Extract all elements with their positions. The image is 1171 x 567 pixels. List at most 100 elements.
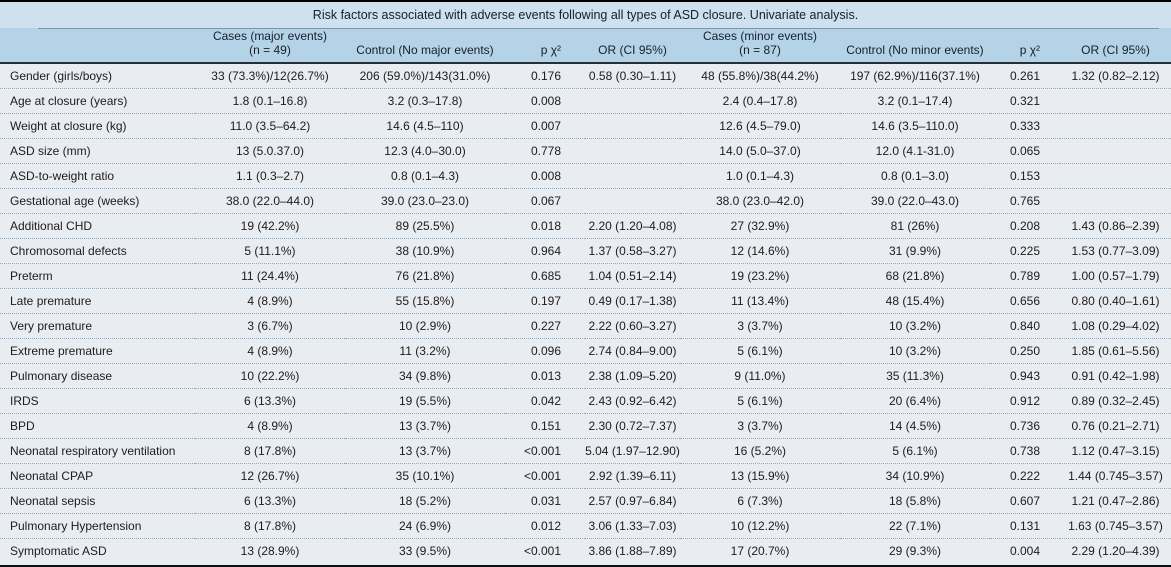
row-label: BPD <box>0 412 195 438</box>
table-row: BPD 4 (8.9%) 13 (3.7%) 0.151 2.30 (0.72–7.37… <box>0 412 1171 438</box>
table-cell: 0.736 <box>990 412 1060 438</box>
header-label: (n = 49) <box>249 43 291 57</box>
table-cell: 1.53 (0.77–3.09) <box>1060 237 1171 263</box>
table-header: Cases (major events) (n = 49) Control (No … <box>0 29 1171 64</box>
table-cell: 8 (17.8%) <box>195 437 345 463</box>
row-label: Gestational age (weeks) <box>0 187 195 213</box>
table-cell: 11.0 (3.5–64.2) <box>195 112 345 138</box>
table-cell: 27 (32.9%) <box>680 212 840 238</box>
header-cell-cases-minor: Cases (minor events) (n = 87) <box>680 29 840 64</box>
table-cell: 0.607 <box>990 487 1060 513</box>
table-cell: 3.2 (0.3–17.8) <box>345 87 505 113</box>
title-divider <box>0 28 1171 29</box>
table-row: Weight at closure (kg) 11.0 (3.5–64.2) 14.… <box>0 112 1171 138</box>
table-cell: 0.685 <box>505 262 585 288</box>
table-cell: <0.001 <box>505 437 585 463</box>
table-row: Preterm 11 (24.4%) 76 (21.8%) 0.685 1.04 (0.… <box>0 262 1171 288</box>
table-cell: 2.29 (1.20–4.39) <box>1060 537 1171 563</box>
table-cell: 0.261 <box>990 63 1060 88</box>
header-label: p χ² <box>540 43 561 57</box>
table-row: Neonatal respiratory ventilation 8 (17.8%… <box>0 437 1171 463</box>
table-cell: 1.85 (0.61–5.56) <box>1060 337 1171 363</box>
table-cell: 6 (13.3%) <box>195 487 345 513</box>
table-row: Pulmonary Hypertension 8 (17.8%) 24 (6.9%)… <box>0 512 1171 538</box>
table-row: Pulmonary disease 10 (22.2%) 34 (9.8%) 0.01… <box>0 362 1171 388</box>
table-cell: 68 (21.8%) <box>840 262 990 288</box>
table-cell: 4 (8.9%) <box>195 337 345 363</box>
table-cell: 0.008 <box>505 162 585 188</box>
table-cell: 1.21 (0.47–2.86) <box>1060 487 1171 513</box>
table-cell: 22 (7.1%) <box>840 512 990 538</box>
row-label: ASD size (mm) <box>0 137 195 163</box>
header-label: Control (No major events) <box>356 43 494 57</box>
table-cell: 11 (3.2%) <box>345 337 505 363</box>
table-cell: 39.0 (23.0–23.0) <box>345 187 505 213</box>
row-label: IRDS <box>0 387 195 413</box>
table-cell: 14 (4.5%) <box>840 412 990 438</box>
table-cell: 1.43 (0.86–2.39) <box>1060 212 1171 238</box>
table-cell: 13 (5.0.37.0) <box>195 137 345 163</box>
table-cell: 34 (10.9%) <box>840 462 990 488</box>
table-cell: 19 (42.2%) <box>195 212 345 238</box>
row-label: Chromosomal defects <box>0 237 195 263</box>
row-label: Age at closure (years) <box>0 87 195 113</box>
header-cell-control-major: Control (No major events) <box>345 29 505 64</box>
header-cell-or-ci-minor: OR (CI 95%) <box>1060 29 1171 64</box>
table-cell: 0.008 <box>505 87 585 113</box>
table-title: Risk factors associated with adverse eve… <box>0 2 1171 28</box>
table-cell: 1.12 (0.47–3.15) <box>1060 437 1171 463</box>
table-cell: 17 (20.7%) <box>680 537 840 563</box>
table-row: Neonatal sepsis 6 (13.3%) 18 (5.2%) 0.031 2.… <box>0 487 1171 513</box>
table-cell: 48 (15.4%) <box>840 287 990 313</box>
table-cell: 0.91 (0.42–1.98) <box>1060 362 1171 388</box>
row-label: Neonatal respiratory ventilation <box>0 437 195 463</box>
data-table: Cases (major events) (n = 49) Control (No … <box>0 29 1171 563</box>
table-cell <box>585 112 680 138</box>
table-cell: 3 (6.7%) <box>195 312 345 338</box>
table-cell: 0.912 <box>990 387 1060 413</box>
table-cell: 12.6 (4.5–79.0) <box>680 112 840 138</box>
table-cell: 0.012 <box>505 512 585 538</box>
header-label: Cases (major events) <box>212 29 328 43</box>
table-cell: 10 (22.2%) <box>195 362 345 388</box>
row-label: Late premature <box>0 287 195 313</box>
table-cell: 4 (8.9%) <box>195 287 345 313</box>
table-cell: 1.37 (0.58–3.27) <box>585 237 680 263</box>
table-cell: 0.80 (0.40–1.61) <box>1060 287 1171 313</box>
table-cell: 1.1 (0.3–2.7) <box>195 162 345 188</box>
table-cell: 76 (21.8%) <box>345 262 505 288</box>
table-cell: 5.04 (1.97–12.90) <box>585 437 680 463</box>
table-cell: 0.789 <box>990 262 1060 288</box>
table-body: Gender (girls/boys) 33 (73.3%)/12(26.7%) 2… <box>0 63 1171 563</box>
table-row: Gestational age (weeks) 38.0 (22.0–44.0) 3… <box>0 187 1171 213</box>
table-cell: <0.001 <box>505 462 585 488</box>
table-cell: 81 (26%) <box>840 212 990 238</box>
header-label: Cases (minor events) <box>702 29 818 43</box>
table-cell: 18 (5.2%) <box>345 487 505 513</box>
table-cell: 1.0 (0.1–4.3) <box>680 162 840 188</box>
table-cell: 89 (25.5%) <box>345 212 505 238</box>
table-cell: 0.8 (0.1–4.3) <box>345 162 505 188</box>
table-cell: 19 (23.2%) <box>680 262 840 288</box>
table-cell: 0.943 <box>990 362 1060 388</box>
table-cell: 2.4 (0.4–17.8) <box>680 87 840 113</box>
table-cell: 24 (6.9%) <box>345 512 505 538</box>
table-cell: 2.38 (1.09–5.20) <box>585 362 680 388</box>
table-cell: 5 (6.1%) <box>680 337 840 363</box>
table-cell: 0.208 <box>990 212 1060 238</box>
row-label: Gender (girls/boys) <box>0 63 195 88</box>
table-cell: 12.3 (4.0–30.0) <box>345 137 505 163</box>
table-cell: 0.89 (0.32–2.45) <box>1060 387 1171 413</box>
header-label: OR (CI 95%) <box>598 43 667 57</box>
table-cell: 11 (24.4%) <box>195 262 345 288</box>
table-cell: 2.20 (1.20–4.08) <box>585 212 680 238</box>
table-row: Neonatal CPAP 12 (26.7%) 35 (10.1%) <0.001 2… <box>0 462 1171 488</box>
table-cell: 1.32 (0.82–2.12) <box>1060 63 1171 88</box>
table-cell <box>1060 187 1171 213</box>
table-cell: 20 (6.4%) <box>840 387 990 413</box>
table-cell: 3 (3.7%) <box>680 312 840 338</box>
row-label: Symptomatic ASD <box>0 537 195 563</box>
header-cell-control-minor: Control (No minor events) <box>840 29 990 64</box>
table-cell: 3.06 (1.33–7.03) <box>585 512 680 538</box>
